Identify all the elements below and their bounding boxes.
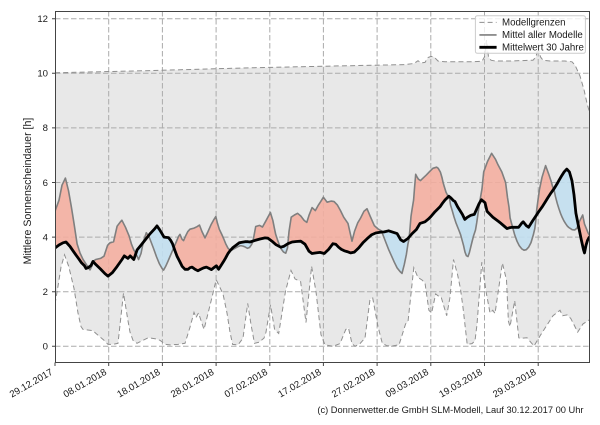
svg-text:6: 6 — [43, 178, 48, 189]
svg-text:4: 4 — [43, 232, 49, 243]
svg-text:0: 0 — [43, 342, 48, 353]
svg-text:(c) Donnerwetter.de GmbH SLM-M: (c) Donnerwetter.de GmbH SLM-Modell, Lau… — [317, 405, 583, 415]
svg-text:Mittlere Sonnenscheindauer [h]: Mittlere Sonnenscheindauer [h] — [22, 118, 34, 265]
svg-text:2: 2 — [43, 287, 48, 298]
svg-text:Modellgrenzen: Modellgrenzen — [502, 17, 566, 28]
svg-text:8: 8 — [43, 123, 48, 134]
svg-text:12: 12 — [37, 14, 48, 25]
svg-text:Mittel aller Modelle: Mittel aller Modelle — [502, 30, 583, 41]
svg-text:10: 10 — [37, 69, 48, 80]
svg-text:Mittelwert 30 Jahre: Mittelwert 30 Jahre — [502, 42, 584, 53]
